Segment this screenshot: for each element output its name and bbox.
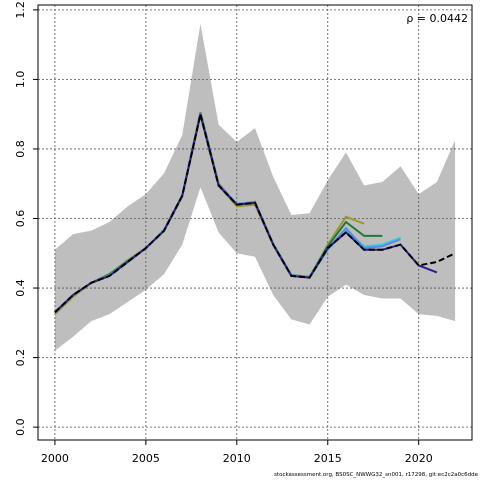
y-tick-label: 0.2 — [14, 349, 27, 367]
x-tick-label: 2000 — [41, 452, 69, 465]
y-tick-label: 0.6 — [14, 210, 27, 228]
x-tick-label: 2020 — [405, 452, 433, 465]
footnote: stockassessment.org, BS0SC_NWWG32_sn001,… — [274, 472, 479, 478]
rho-annotation: ρ = 0.0442 — [406, 12, 468, 25]
y-tick-label: 0.8 — [14, 140, 27, 158]
y-tick-label: 0.4 — [14, 279, 27, 297]
y-tick-label: 0.0 — [14, 418, 27, 436]
x-tick-label: 2005 — [132, 452, 160, 465]
x-tick-label: 2015 — [314, 452, 342, 465]
y-tick-label: 1.0 — [14, 71, 27, 89]
x-tick-label: 2010 — [223, 452, 251, 465]
series-line — [54, 113, 456, 314]
y-tick-label: 1.2 — [14, 1, 27, 19]
plot-frame — [37, 4, 473, 441]
confidence-band — [54, 23, 456, 351]
